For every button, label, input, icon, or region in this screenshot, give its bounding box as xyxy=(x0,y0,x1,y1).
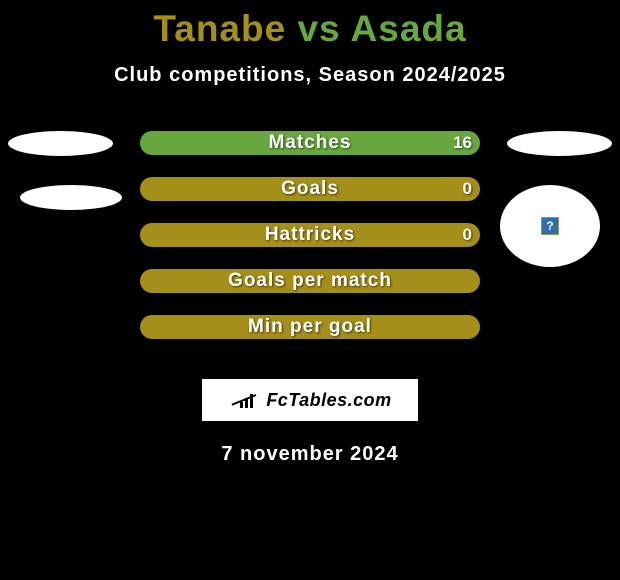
right-player-badge-top xyxy=(507,131,612,156)
brand-chart-icon xyxy=(228,392,262,408)
question-icon: ? xyxy=(541,217,559,235)
left-player-badge-top xyxy=(8,131,113,156)
right-player-crest: ? xyxy=(500,185,600,267)
brand-text: FcTables.com xyxy=(266,390,391,411)
title-vs: vs xyxy=(297,8,340,49)
bar-left-fill xyxy=(140,269,480,293)
bar-left-fill xyxy=(140,315,480,339)
subtitle: Club competitions, Season 2024/2025 xyxy=(0,64,620,87)
left-player-badge-bottom xyxy=(20,185,122,210)
stat-row-goals-per-match: Goals per match xyxy=(140,269,480,293)
title-right: Asada xyxy=(351,8,467,49)
page-title: Tanabe vs Asada xyxy=(0,0,620,50)
brand-badge: FcTables.com xyxy=(202,379,418,421)
bar-left-fill xyxy=(140,177,480,201)
bar-left-fill xyxy=(140,223,480,247)
stat-row-min-per-goal: Min per goal xyxy=(140,315,480,339)
stat-bars: Matches 16 Goals 0 Hattricks 0 Goals per… xyxy=(140,131,480,361)
stat-row-goals: Goals 0 xyxy=(140,177,480,201)
footer-date: 7 november 2024 xyxy=(0,443,620,466)
title-left: Tanabe xyxy=(153,8,286,49)
bar-right-fill xyxy=(140,131,480,155)
stat-row-matches: Matches 16 xyxy=(140,131,480,155)
stat-row-hattricks: Hattricks 0 xyxy=(140,223,480,247)
